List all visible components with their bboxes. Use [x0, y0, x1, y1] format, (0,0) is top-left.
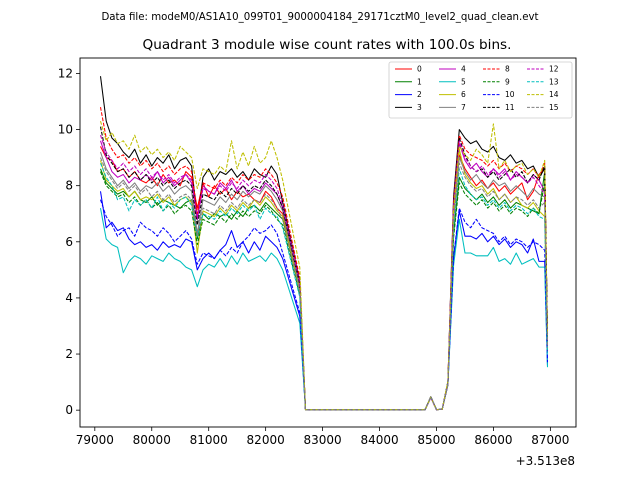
plot-frame [79, 57, 577, 428]
legend-label-13: 13 [549, 77, 559, 86]
x-axis: 79000 80000 81000 82000 83000 84000 85000 86000… [76, 427, 569, 447]
x-tick-label: 87000 [531, 433, 569, 447]
series-line-0 [100, 146, 549, 411]
legend-label-7: 7 [461, 103, 466, 112]
chart-title: Quadrant 3 module wise count rates with … [143, 37, 512, 53]
x-tick-label: 82000 [247, 433, 285, 447]
y-tick-label: 0 [65, 403, 73, 417]
legend-label-9: 9 [505, 77, 510, 86]
series-line-15 [100, 157, 549, 411]
series-line-10 [100, 199, 549, 411]
y-tick-label: 10 [58, 123, 73, 137]
x-tick-label: 81000 [190, 433, 228, 447]
series-line-11 [99, 126, 549, 411]
y-axis: 0 2 4 6 8 10 12 [58, 66, 80, 417]
y-tick-label: 6 [65, 235, 73, 249]
x-tick-label: 83000 [303, 433, 341, 447]
series-line-1 [100, 168, 549, 411]
legend-label-4: 4 [461, 65, 466, 74]
series-line-4 [100, 140, 549, 411]
series-line-13 [100, 163, 549, 411]
series-line-5 [99, 208, 549, 411]
plot-lines [99, 76, 549, 411]
legend-label-3: 3 [417, 103, 422, 112]
legend-label-15: 15 [549, 103, 559, 112]
legend-label-12: 12 [549, 65, 559, 74]
legend-label-0: 0 [417, 65, 422, 74]
x-tick-label: 84000 [360, 433, 398, 447]
series-line-14 [99, 120, 549, 411]
legend-label-10: 10 [505, 90, 515, 99]
y-tick-label: 2 [65, 347, 73, 361]
x-tick-label: 79000 [76, 433, 114, 447]
series-line-2 [99, 191, 549, 411]
x-tick-label: 85000 [417, 433, 455, 447]
legend-label-11: 11 [505, 103, 515, 112]
series-line-8 [99, 107, 549, 411]
y-tick-label: 4 [65, 291, 73, 305]
series-line-3 [99, 76, 549, 411]
legend-label-1: 1 [417, 77, 422, 86]
legend-label-14: 14 [549, 90, 559, 99]
series-line-6 [99, 148, 549, 411]
legend-label-5: 5 [461, 77, 466, 86]
series-line-12 [100, 135, 549, 411]
series-line-9 [100, 171, 549, 411]
x-axis-offset-label: +3.513e8 [516, 454, 575, 468]
y-tick-label: 8 [65, 179, 73, 193]
series-line-7 [100, 151, 549, 411]
y-tick-label: 12 [58, 66, 73, 80]
suptitle: Data file: modeM0/AS1A10_099T01_90000041… [101, 12, 538, 23]
legend-label-6: 6 [461, 90, 466, 99]
x-tick-label: 80000 [133, 433, 171, 447]
x-tick-label: 86000 [474, 433, 512, 447]
legend-label-8: 8 [505, 65, 510, 74]
legend-label-2: 2 [417, 90, 422, 99]
